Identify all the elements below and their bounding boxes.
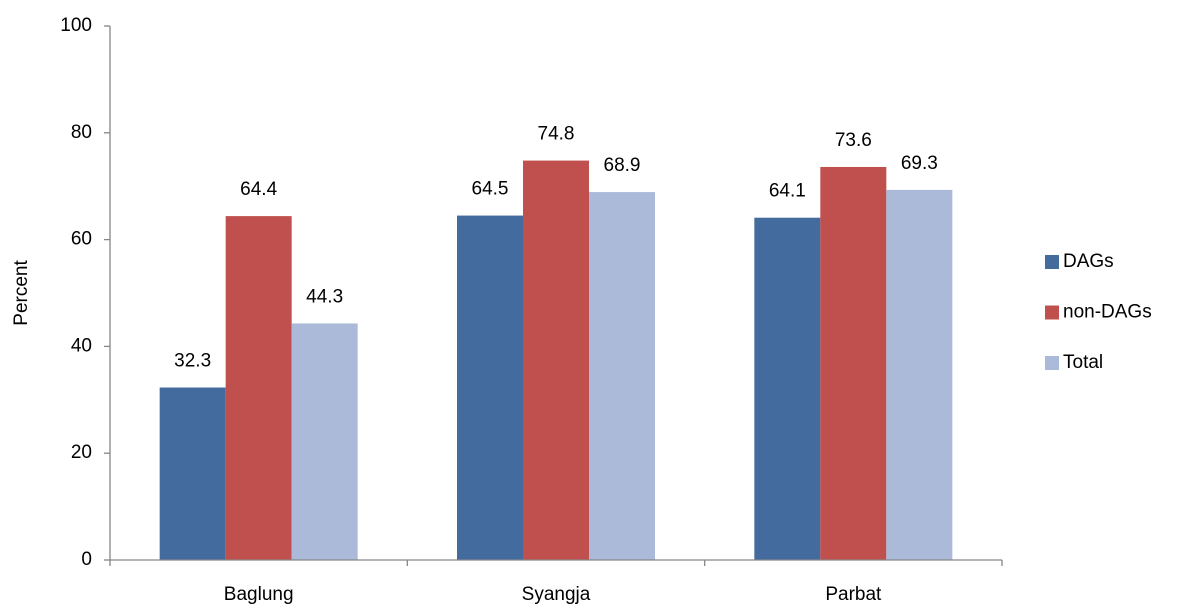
y-tick-label: 0 bbox=[81, 549, 92, 570]
bar bbox=[159, 387, 226, 560]
y-tick-label: 80 bbox=[71, 122, 92, 143]
x-tick-label: Baglung bbox=[224, 584, 294, 605]
data-label: 64.1 bbox=[769, 181, 806, 202]
data-label: 68.9 bbox=[604, 155, 641, 176]
data-label: 74.8 bbox=[538, 124, 575, 145]
data-label: 44.3 bbox=[306, 286, 343, 307]
legend-swatch bbox=[1045, 356, 1059, 370]
legend-label: non-DAGs bbox=[1063, 302, 1152, 323]
data-label: 64.4 bbox=[240, 179, 277, 200]
bar bbox=[589, 192, 655, 560]
y-tick-label: 100 bbox=[60, 15, 92, 36]
bar bbox=[225, 216, 292, 560]
y-tick-label: 20 bbox=[71, 442, 92, 463]
bar bbox=[291, 323, 358, 560]
legend-swatch bbox=[1045, 305, 1059, 320]
x-tick-label: Syangja bbox=[522, 584, 591, 605]
bar bbox=[820, 166, 887, 560]
legend-label: Total bbox=[1063, 352, 1103, 373]
legend-label: DAGs bbox=[1063, 251, 1114, 272]
data-label: 73.6 bbox=[835, 130, 872, 151]
data-label: 69.3 bbox=[901, 153, 938, 174]
bar bbox=[523, 160, 589, 560]
bar bbox=[457, 215, 523, 560]
legend-swatch bbox=[1045, 255, 1059, 269]
bar bbox=[754, 217, 821, 560]
y-tick-label: 60 bbox=[71, 229, 92, 250]
data-label: 64.5 bbox=[472, 179, 509, 200]
y-tick-label: 40 bbox=[71, 335, 92, 356]
data-label: 32.3 bbox=[174, 351, 211, 372]
x-tick-label: Parbat bbox=[825, 584, 882, 605]
y-axis-label: Percent bbox=[11, 260, 32, 326]
bar bbox=[886, 189, 953, 561]
